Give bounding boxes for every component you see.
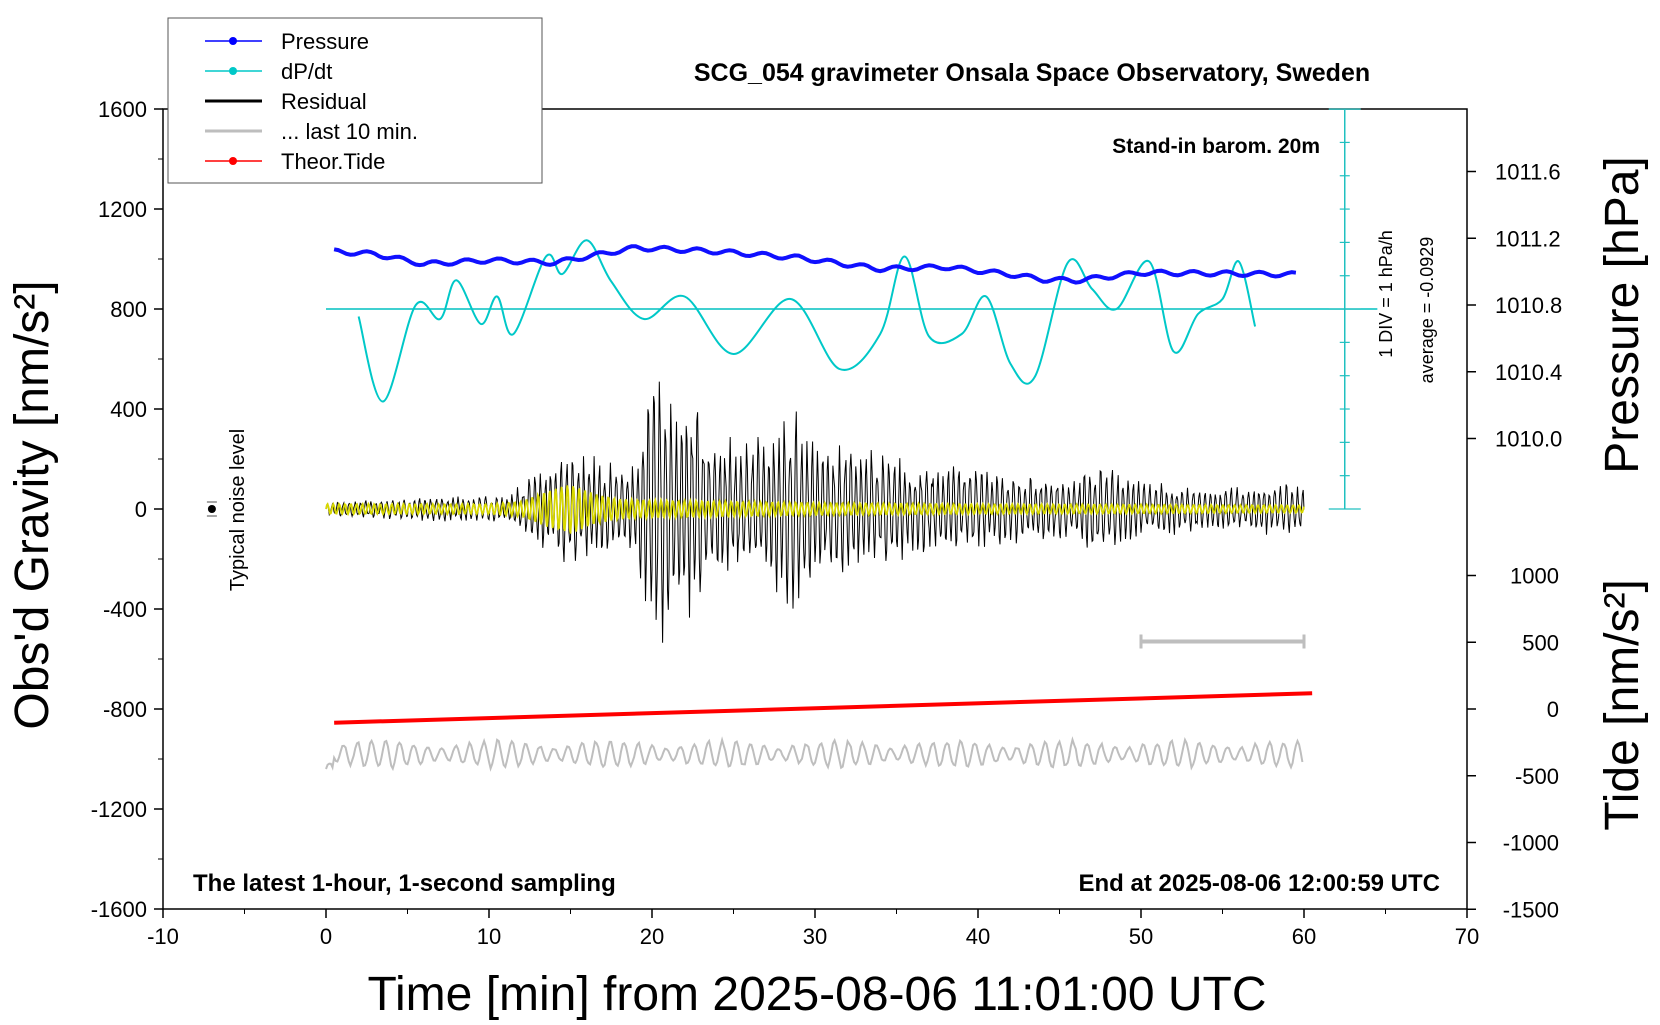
legend-label: Pressure (281, 29, 369, 54)
pressure-line (333, 244, 1297, 285)
series-layer (325, 108, 1378, 772)
legend-marker (229, 157, 237, 165)
tide-tick-label: -1000 (1503, 831, 1559, 856)
pressure-tick-label: 1010.0 (1495, 427, 1562, 452)
noise-marker (207, 505, 216, 513)
ticks-layer: -10 0 10 20 30 40 50 60 70 1600 1200 800 400 0 -400 -80… (91, 97, 1563, 949)
average-annotation: average = -0.0929 (1417, 237, 1437, 384)
tide-tick-label: -500 (1515, 764, 1559, 789)
div-annotation: 1 DIV = 1 hPa/h (1376, 230, 1396, 358)
residual-line (325, 381, 1305, 643)
y-tick-label: 400 (110, 397, 147, 422)
pressure-tick-label: 1010.8 (1495, 293, 1562, 318)
tide-tick-label: 500 (1522, 630, 1559, 655)
y-tick-label: 1600 (98, 97, 147, 122)
x-tick-label: -10 (147, 924, 179, 949)
y-tick-label: -1600 (91, 897, 147, 922)
bottom-right-annotation: End at 2025-08-06 12:00:59 UTC (1079, 870, 1441, 897)
marks-layer (206, 501, 1306, 649)
pressure-tick-label: 1010.4 (1495, 360, 1562, 385)
noise-annotation: Typical noise level (227, 429, 249, 591)
legend-items: Pressure dP/dt Residual ... last 10 min. The… (205, 29, 418, 174)
y-tick-label: 0 (135, 497, 147, 522)
last10-line (325, 736, 1304, 772)
y-tick-label: -800 (103, 697, 147, 722)
y-tick-label: -1200 (91, 797, 147, 822)
x-tick-label: 50 (1129, 924, 1153, 949)
legend-label: Residual (281, 89, 367, 114)
x-tick-label: 20 (640, 924, 664, 949)
y-tick-label: 800 (110, 297, 147, 322)
x-axis-label: Time [min] from 2025-08-06 11:01:00 UTC (367, 968, 1266, 1020)
x-tick-label: 60 (1292, 924, 1316, 949)
tide-tick-label: -1500 (1503, 897, 1559, 922)
tide-tick-label: 1000 (1510, 564, 1559, 589)
y-axis-label-pressure: Pressure [hPa] (1596, 156, 1649, 473)
tide-line (334, 691, 1313, 725)
x-tick-label: 30 (803, 924, 827, 949)
dpdt-line (357, 239, 1257, 403)
chart-title: SCG_054 gravimeter Onsala Space Observat… (694, 59, 1370, 87)
x-tick-label: 40 (966, 924, 990, 949)
y-axis-label-left: Obs'd Gravity [nm/s²] (6, 280, 59, 729)
legend-marker (229, 37, 237, 45)
x-tick-label: 10 (477, 924, 501, 949)
x-tick-label: 70 (1455, 924, 1479, 949)
y-tick-label: -400 (103, 597, 147, 622)
tide-tick-label: 0 (1547, 697, 1559, 722)
pressure-tick-label: 1011.2 (1495, 226, 1561, 251)
legend-label: Theor.Tide (281, 149, 385, 174)
filtered-line (325, 485, 1305, 534)
baro-annotation: Stand-in barom. 20m (1112, 135, 1320, 158)
x-tick-label: 0 (320, 924, 332, 949)
y-axis-label-tide: Tide [nm/s²] (1596, 579, 1649, 831)
pressure-tick-label: 1011.6 (1495, 160, 1561, 185)
y-tick-label: 1200 (98, 197, 147, 222)
legend-label: ... last 10 min. (281, 119, 418, 144)
bottom-left-annotation: The latest 1-hour, 1-second sampling (193, 870, 616, 897)
legend-label: dP/dt (281, 59, 332, 84)
legend: Pressure dP/dt Residual ... last 10 min. The… (167, 17, 543, 184)
legend-marker (229, 67, 237, 75)
